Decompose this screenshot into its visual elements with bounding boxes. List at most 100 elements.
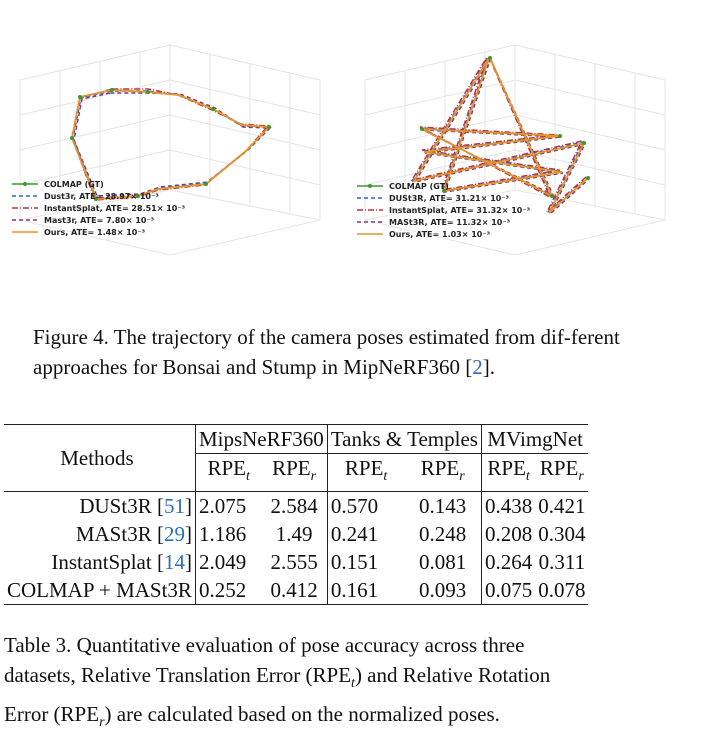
method-name-cell: COLMAP + MASt3R (4, 576, 195, 605)
table-caption: Table 3. Quantitative evaluation of pose… (4, 630, 694, 738)
group-header-mipnerf360: MipsNeRF360 (194, 424, 328, 454)
method-name: DUSt3R [ (79, 494, 164, 519)
value-cell: 0.075 (480, 576, 536, 605)
left-legend-item: InstantSplat, ATE= 28.51× 10⁻³ (12, 202, 185, 214)
value-cell: 0.311 (538, 550, 586, 575)
citation-link[interactable]: 29 (163, 522, 185, 547)
citation-link[interactable]: 2 (472, 355, 483, 379)
value-cell: 0.093 (419, 578, 467, 603)
value-cell: 0.078 (538, 578, 586, 603)
value-cell: 0.081 (419, 550, 467, 575)
subheader-sub: t (245, 469, 250, 485)
table-caption-line2-sub: t (351, 676, 355, 692)
trajectory-plot-stump-svg (364, 44, 666, 256)
citation-link[interactable]: 14 (163, 550, 185, 575)
value-cell: 0.143 (419, 494, 467, 519)
table-caption-line3: Error (RPEr) are calculated based on the… (4, 699, 694, 738)
left-legend-item: Mast3r, ATE= 7.80× 10⁻³ (12, 214, 185, 226)
legend-swatch (357, 233, 383, 235)
legend-label: Ours, ATE= 1.03× 10⁻³ (389, 229, 491, 239)
subheader-cell: RPEt (326, 453, 405, 492)
method-name: COLMAP + MASt3R (7, 578, 192, 603)
table-row: MASt3R [29] 1.186 1.49 0.241 0.248 0.208 0.304 (4, 520, 588, 549)
value-cell: 2.049 (194, 548, 262, 577)
legend-swatch (357, 209, 383, 211)
legend-label: InstantSplat, ATE= 28.51× 10⁻³ (44, 203, 186, 213)
group-header-mvimgnet: MVimgNet (480, 424, 589, 454)
legend-bonsai: COLMAP (GT) Dust3r, ATE= 28.97× 10⁻³ Insta… (12, 178, 185, 238)
subheader-cell: RPEr (404, 454, 481, 492)
right-legend-item: DUSt3R, ATE= 31.21× 10⁻³ (357, 192, 530, 204)
value-cell: 0.570 (326, 491, 405, 521)
legend-label: COLMAP (GT) (44, 179, 104, 189)
citation-link[interactable]: 51 (163, 494, 185, 519)
subheader-cell: RPEr (535, 454, 588, 492)
subheader-cell: RPEt (194, 453, 262, 492)
value-cell: 0.161 (326, 576, 405, 605)
citation-close: ] (184, 522, 192, 547)
methods-header: Methods (4, 424, 196, 493)
value-cell: 0.412 (270, 578, 318, 603)
value-cell: 0.438 (480, 491, 536, 521)
citation-close: ] (184, 494, 192, 519)
legend-label: Dust3r, ATE= 28.97× 10⁻³ (44, 191, 159, 201)
table-caption-line2-a: datasets, Relative Translation Error (RP… (4, 663, 352, 687)
value-cell: 2.584 (270, 494, 318, 519)
table-caption-line3-sub: r (99, 715, 105, 731)
legend-label: COLMAP (GT) (389, 181, 449, 191)
right-legend-item: COLMAP (GT) (357, 180, 530, 192)
value-cell: 1.49 (275, 522, 313, 547)
left-legend-item: Dust3r, ATE= 28.97× 10⁻³ (12, 190, 185, 202)
method-name: InstantSplat [ (51, 550, 164, 575)
value-cell: 0.421 (538, 494, 586, 519)
value-cell: 0.241 (326, 520, 405, 549)
trajectory-plot-bonsai: COLMAP (GT) Dust3r, ATE= 28.97× 10⁻³ Insta… (0, 40, 340, 300)
table-caption-line3-b: ) are calculated based on the normalized… (104, 702, 500, 727)
method-name: MASt3R [ (75, 522, 164, 547)
legend-stump: COLMAP (GT) DUSt3R, ATE= 31.21× 10⁻³ Insta… (357, 180, 530, 240)
figure-caption: Figure 4. The trajectory of the camera p… (33, 322, 693, 382)
table-caption-line2-b: ) and Relative Rotation (354, 663, 551, 687)
value-cell: 0.208 (480, 520, 536, 549)
value-cell: 0.252 (194, 576, 262, 605)
trajectory-plot-stump: COLMAP (GT) DUSt3R, ATE= 31.21× 10⁻³ Insta… (345, 40, 685, 300)
subheader-sub: t (383, 469, 388, 485)
figure-caption-text: Figure 4. The trajectory of the camera p… (33, 325, 620, 379)
value-cell: 0.264 (480, 548, 536, 577)
value-cell: 1.186 (194, 520, 262, 549)
trajectory-plot-bonsai-svg (19, 44, 321, 256)
method-name-cell: MASt3R [29] (4, 520, 195, 548)
table-caption-line2: datasets, Relative Translation Error (RP… (4, 660, 694, 699)
subheader-base: RPE (487, 456, 526, 480)
group-header-tanks-temples: Tanks & Temples (326, 424, 482, 454)
value-cell: 0.304 (538, 522, 586, 547)
right-legend-item: MASt3R, ATE= 11.32× 10⁻³ (357, 216, 530, 228)
legend-swatch (12, 231, 38, 233)
legend-swatch (12, 207, 38, 209)
subheader-sub: t (525, 469, 530, 485)
legend-swatch (12, 195, 38, 197)
right-legend-item: Ours, ATE= 1.03× 10⁻³ (357, 228, 530, 240)
legend-swatch (12, 219, 38, 221)
subheader-sub: r (459, 469, 465, 485)
table-caption-line3-a: Error (RPE (4, 702, 100, 727)
left-legend-item: Ours, ATE= 1.48× 10⁻³ (12, 226, 185, 238)
citation-close: ] (184, 550, 192, 575)
subheader-sub: r (578, 469, 584, 485)
figure-caption-end: ]. (482, 355, 495, 379)
legend-swatch (357, 184, 383, 188)
legend-label: Mast3r, ATE= 7.80× 10⁻³ (44, 215, 155, 225)
subheader-base: RPE (344, 456, 384, 480)
method-name-cell: DUSt3R [51] (4, 492, 195, 521)
subheader-cell: RPEr (261, 454, 327, 492)
table-caption-line1: Table 3. Quantitative evaluation of pose… (4, 633, 525, 657)
subheader-base: RPE (272, 456, 311, 480)
legend-label: DUSt3R, ATE= 31.21× 10⁻³ (389, 193, 510, 203)
value-cell: 0.151 (326, 548, 405, 577)
legend-swatch (357, 221, 383, 223)
value-cell: 0.248 (419, 522, 467, 547)
legend-label: InstantSplat, ATE= 31.32× 10⁻³ (389, 205, 531, 215)
left-legend-item: COLMAP (GT) (12, 178, 185, 190)
value-cell: 2.555 (270, 550, 318, 575)
subheader-sub: r (310, 469, 317, 485)
